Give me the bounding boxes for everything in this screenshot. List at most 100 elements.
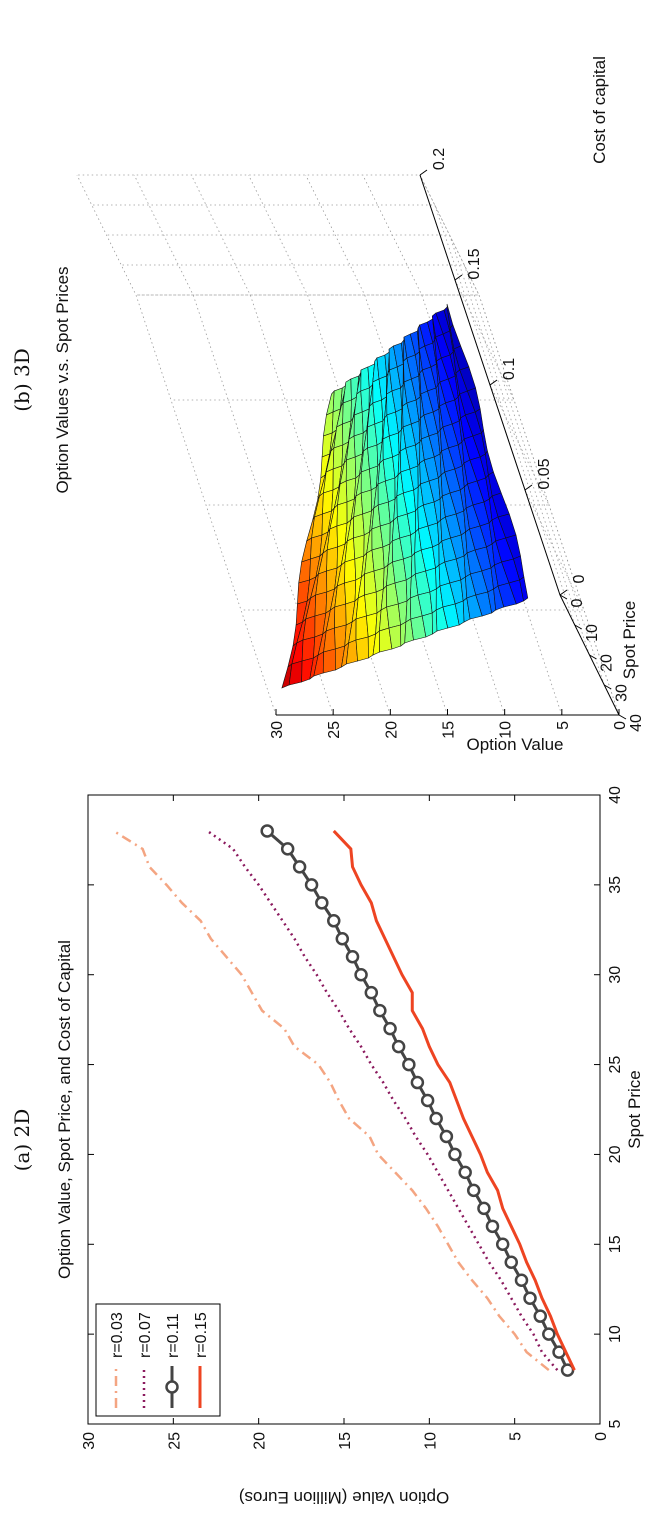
series-point <box>345 949 360 964</box>
y-tick-label: 30 <box>81 1432 98 1450</box>
x-tick-label: 25 <box>607 1056 624 1074</box>
y-tick-label: 25 <box>166 1432 183 1450</box>
x-tick-mark <box>559 594 568 600</box>
surface-patch <box>298 558 311 584</box>
surface-patch <box>345 456 357 482</box>
panel-2d: (a) 2D Option Value, Spot Price, and Cos… <box>0 760 656 1520</box>
x-tick-label: 15 <box>607 1235 624 1253</box>
y-tick-mark <box>559 589 568 596</box>
grid-line <box>106 234 590 656</box>
x-tick-label: 35 <box>607 876 624 894</box>
surface-patch <box>322 648 336 674</box>
grid-line <box>121 264 605 686</box>
y-tick-mark <box>524 484 533 491</box>
legend-label: r=0.07 <box>137 1312 154 1358</box>
z-tick-label: 20 <box>383 721 400 739</box>
series-point <box>485 1219 500 1234</box>
surface-patch <box>377 501 391 527</box>
z-axis-label: Option Value <box>466 735 563 754</box>
series-point <box>429 1111 443 1126</box>
caption-3d: (b) 3D <box>10 348 34 412</box>
surface-patch <box>367 444 379 470</box>
y-tick-label: 0 <box>593 1432 610 1441</box>
surface-patch <box>353 432 364 458</box>
x-tick-mark <box>574 624 582 630</box>
x-tick-label: 40 <box>607 786 624 804</box>
y-tick-label: 10 <box>422 1432 439 1450</box>
grid-line <box>305 174 506 716</box>
surface-patch <box>314 591 328 617</box>
series-point <box>304 878 319 892</box>
surface-patch <box>323 411 334 437</box>
legend-label: r=0.15 <box>193 1312 210 1358</box>
x-tick-mark <box>589 654 597 660</box>
x-tick-label: 40 <box>628 714 645 732</box>
x-tick-mark <box>618 714 627 720</box>
surface-patch <box>355 636 369 662</box>
z-tick-label: 0 <box>612 721 629 730</box>
surface-patch <box>355 615 369 641</box>
series-point <box>335 932 350 946</box>
x-tick-mark <box>604 684 612 690</box>
series-point <box>533 1309 548 1323</box>
panel-3d: (b) 3D Option Values v.s. Spot Prices 0 5 1… <box>10 56 645 754</box>
grid-line <box>248 174 448 716</box>
series-point <box>514 1273 529 1287</box>
series-point <box>402 1057 416 1072</box>
series-point <box>391 1039 406 1054</box>
grid-line <box>419 174 620 716</box>
series-point <box>458 1165 472 1180</box>
series-line-0 <box>112 829 550 1372</box>
y-axis-label: Option Value (Million Euros) <box>239 1488 449 1507</box>
x-tick-label: 0 <box>569 598 586 607</box>
y-tick-label: 5 <box>508 1432 525 1441</box>
surface-patch <box>373 567 385 593</box>
grid-line <box>136 294 620 716</box>
y-tick-label: 15 <box>337 1432 354 1450</box>
series-point <box>327 914 341 928</box>
x-tick-label: 20 <box>607 1145 624 1163</box>
surface-patch <box>360 489 372 515</box>
grid-line <box>190 174 391 716</box>
chart-title-3d: Option Values v.s. Spot Prices <box>53 266 72 493</box>
series-point <box>504 1255 519 1270</box>
y-tick-label: 0 <box>571 574 588 583</box>
z-tick-label: 5 <box>555 721 572 730</box>
series-line-3 <box>332 829 576 1371</box>
x-tick-label: 20 <box>599 654 616 672</box>
series-point <box>364 985 379 1000</box>
y-tick-label: 20 <box>252 1432 269 1450</box>
series-point <box>354 967 368 982</box>
series-point <box>260 824 274 838</box>
surface-patch <box>519 576 529 602</box>
surface-patch <box>334 624 347 650</box>
legend-marker <box>165 1380 179 1394</box>
surface-patch <box>353 513 365 539</box>
grid-line <box>362 174 563 716</box>
caption-2d: (a) 2D <box>10 1108 34 1172</box>
y-tick-label: 0.2 <box>431 148 448 170</box>
series-point <box>439 1129 454 1144</box>
y-axis-label-3d: Cost of capital <box>590 56 609 164</box>
chart-title: Option Value, Spot Price, and Cost of Ca… <box>55 940 74 1279</box>
x-tick-label: 10 <box>607 1325 624 1343</box>
series-point <box>542 1327 556 1341</box>
x-axis-label: Spot Price <box>625 1070 644 1148</box>
y-tick-mark <box>454 274 463 281</box>
legend-label: r=0.11 <box>165 1313 182 1358</box>
series-point <box>523 1291 537 1305</box>
x-tick-label: 30 <box>607 966 624 984</box>
grid-line <box>91 204 576 626</box>
series-point <box>420 1093 435 1108</box>
y-tick-mark <box>419 169 428 176</box>
surface-patch <box>353 411 364 437</box>
series-point <box>315 896 329 910</box>
surface-patch <box>326 546 338 572</box>
legend-label: r=0.03 <box>109 1312 126 1358</box>
surface-patch <box>353 534 365 560</box>
grid-line <box>77 174 561 596</box>
surface-patch <box>301 537 312 563</box>
z-tick-label: 25 <box>326 721 343 739</box>
x-axis-label-3d: Spot Price <box>620 601 639 679</box>
